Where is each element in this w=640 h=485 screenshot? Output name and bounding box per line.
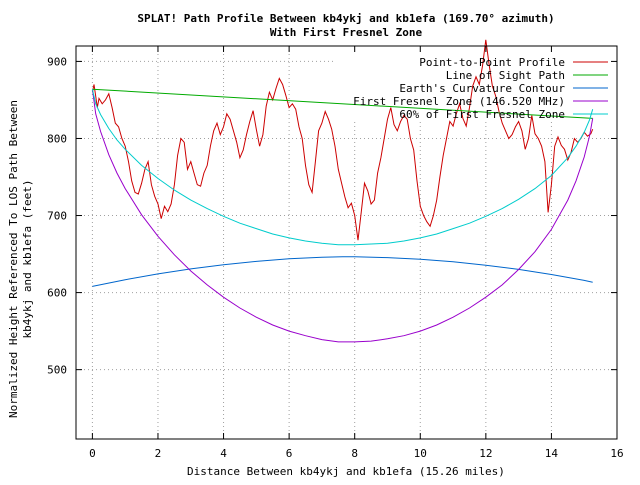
- x-tick-label: 4: [220, 447, 227, 460]
- legend-label: Earth's Curvature Contour: [399, 82, 565, 95]
- series-line-60-of-first-fresnel-zone: [91, 89, 594, 246]
- plot-frame: [75, 45, 618, 440]
- series-line-earth-s-curvature-contour: [92, 256, 593, 287]
- series-line-line-of-sight-path: [92, 88, 593, 119]
- y-tick-label: 600: [47, 287, 67, 300]
- legend-label: Point-to-Point Profile: [419, 56, 565, 69]
- x-tick-label: 0: [89, 447, 96, 460]
- x-tick-label: 16: [610, 447, 623, 460]
- x-tick-label: 6: [286, 447, 293, 460]
- y-tick-label: 800: [47, 132, 67, 145]
- y-tick-label: 900: [47, 55, 67, 68]
- x-tick-label: 10: [414, 447, 427, 460]
- x-tick-label: 2: [155, 447, 162, 460]
- chart-title: SPLAT! Path Profile Between kb4ykj and k…: [137, 12, 554, 25]
- x-tick-label: 12: [479, 447, 492, 460]
- y-axis-label-line2: kb4ykj and kb1efa (feet): [21, 180, 34, 339]
- y-tick-label: 700: [47, 210, 67, 223]
- legend-label: Line of Sight Path: [446, 69, 565, 82]
- series-line-point-to-point-profile: [91, 39, 594, 241]
- y-tick-label: 500: [47, 364, 67, 377]
- series-line-first-fresnel-zone-146-520-mhz: [91, 89, 594, 343]
- series-layer: [91, 39, 594, 343]
- legend-label: 60% of First Fresnel Zone: [399, 108, 565, 121]
- chart-subtitle: With First Fresnel Zone: [270, 26, 423, 39]
- x-axis-label: Distance Between kb4ykj and kb1efa (15.2…: [187, 465, 505, 478]
- x-tick-label: 8: [351, 447, 358, 460]
- legend-label: First Fresnel Zone (146.520 MHz): [353, 95, 565, 108]
- x-tick-label: 14: [545, 447, 559, 460]
- tick-layer: 0 2 4 6 8 10 12 14 16 500 600 700 800 900: [47, 46, 624, 460]
- y-axis-label-line1: Normalized Height Referenced To LOS Path…: [7, 100, 20, 418]
